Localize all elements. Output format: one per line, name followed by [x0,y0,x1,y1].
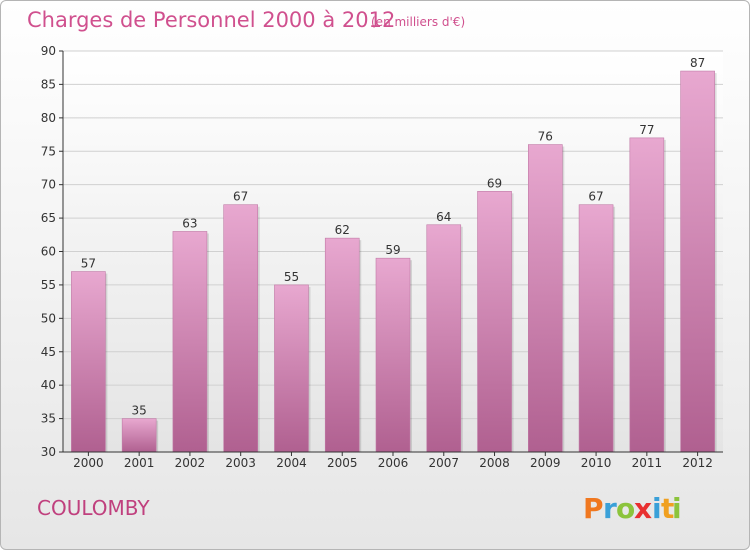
bar [223,204,258,453]
commune-name: COULOMBY [37,496,150,520]
logo-letter: i [672,492,682,525]
y-tick-label: 75 [41,144,56,158]
bar-value-label: 55 [284,270,299,284]
bar-value-label: 57 [81,257,96,271]
bars: 57 35 63 67 55 62 59 64 69 76 67 77 87 [71,56,717,453]
bar-value-label: 62 [335,223,350,237]
x-tick-label: 2011 [632,456,663,470]
y-tick-label: 45 [41,345,56,359]
bar-value-label: 35 [132,404,147,418]
x-tick-label: 2012 [682,456,713,470]
x-tick-label: 2009 [530,456,561,470]
logo-letter: o [616,492,635,525]
x-tick-label: 2007 [428,456,459,470]
logo-letter: x [634,492,652,525]
x-tick-label: 2000 [73,456,104,470]
x-tick-label: 2010 [581,456,612,470]
bar [324,237,360,453]
y-tick-label: 70 [41,178,56,192]
x-tick-label: 2001 [124,456,155,470]
y-axis-ticks: 30 35 40 45 50 55 60 65 70 75 80 85 90 [41,44,63,459]
y-tick-label: 40 [41,378,56,392]
bar-value-label: 69 [487,176,502,190]
y-tick-label: 90 [41,44,56,58]
bar [172,231,208,453]
x-tick-label: 2003 [225,456,256,470]
x-tick-label: 2002 [175,456,206,470]
x-tick-label: 2004 [276,456,307,470]
bar-value-label: 76 [538,130,553,144]
logo-letter: t [661,492,674,525]
x-tick-label: 2006 [378,456,409,470]
bar [578,204,614,453]
y-tick-label: 35 [41,412,56,426]
y-tick-label: 80 [41,111,56,125]
bar [629,137,665,453]
y-tick-label: 65 [41,211,56,225]
bar [71,271,106,453]
bar [375,257,411,453]
chart-unit: (en milliers d'€) [371,15,465,29]
bar [121,418,157,453]
y-tick-label: 30 [41,445,56,459]
bar [528,144,563,453]
logo-letter: i [652,492,662,525]
logo-letter: P [583,492,604,525]
logo-letter: r [603,492,617,525]
bar-value-label: 59 [385,243,400,257]
bar [477,191,512,453]
y-tick-label: 55 [41,278,56,292]
y-tick-label: 60 [41,245,56,259]
bar [274,284,309,453]
y-tick-label: 50 [41,311,56,325]
bar-value-label: 67 [233,190,248,204]
bar-value-label: 87 [690,56,705,70]
bar [680,70,715,453]
chart-title: Charges de Personnel 2000 à 2012 [27,8,395,32]
x-tick-label: 2005 [327,456,358,470]
bar-value-label: 64 [436,210,451,224]
bar-value-label: 67 [588,190,603,204]
x-tick-label: 2008 [479,456,510,470]
bar-value-label: 77 [639,123,654,137]
y-tick-label: 85 [41,77,56,91]
bar-value-label: 63 [182,216,197,230]
bar [426,224,462,453]
x-axis-ticks: 2000 2001 2002 2003 2004 2005 2006 2007 2008 2009… [73,452,713,470]
